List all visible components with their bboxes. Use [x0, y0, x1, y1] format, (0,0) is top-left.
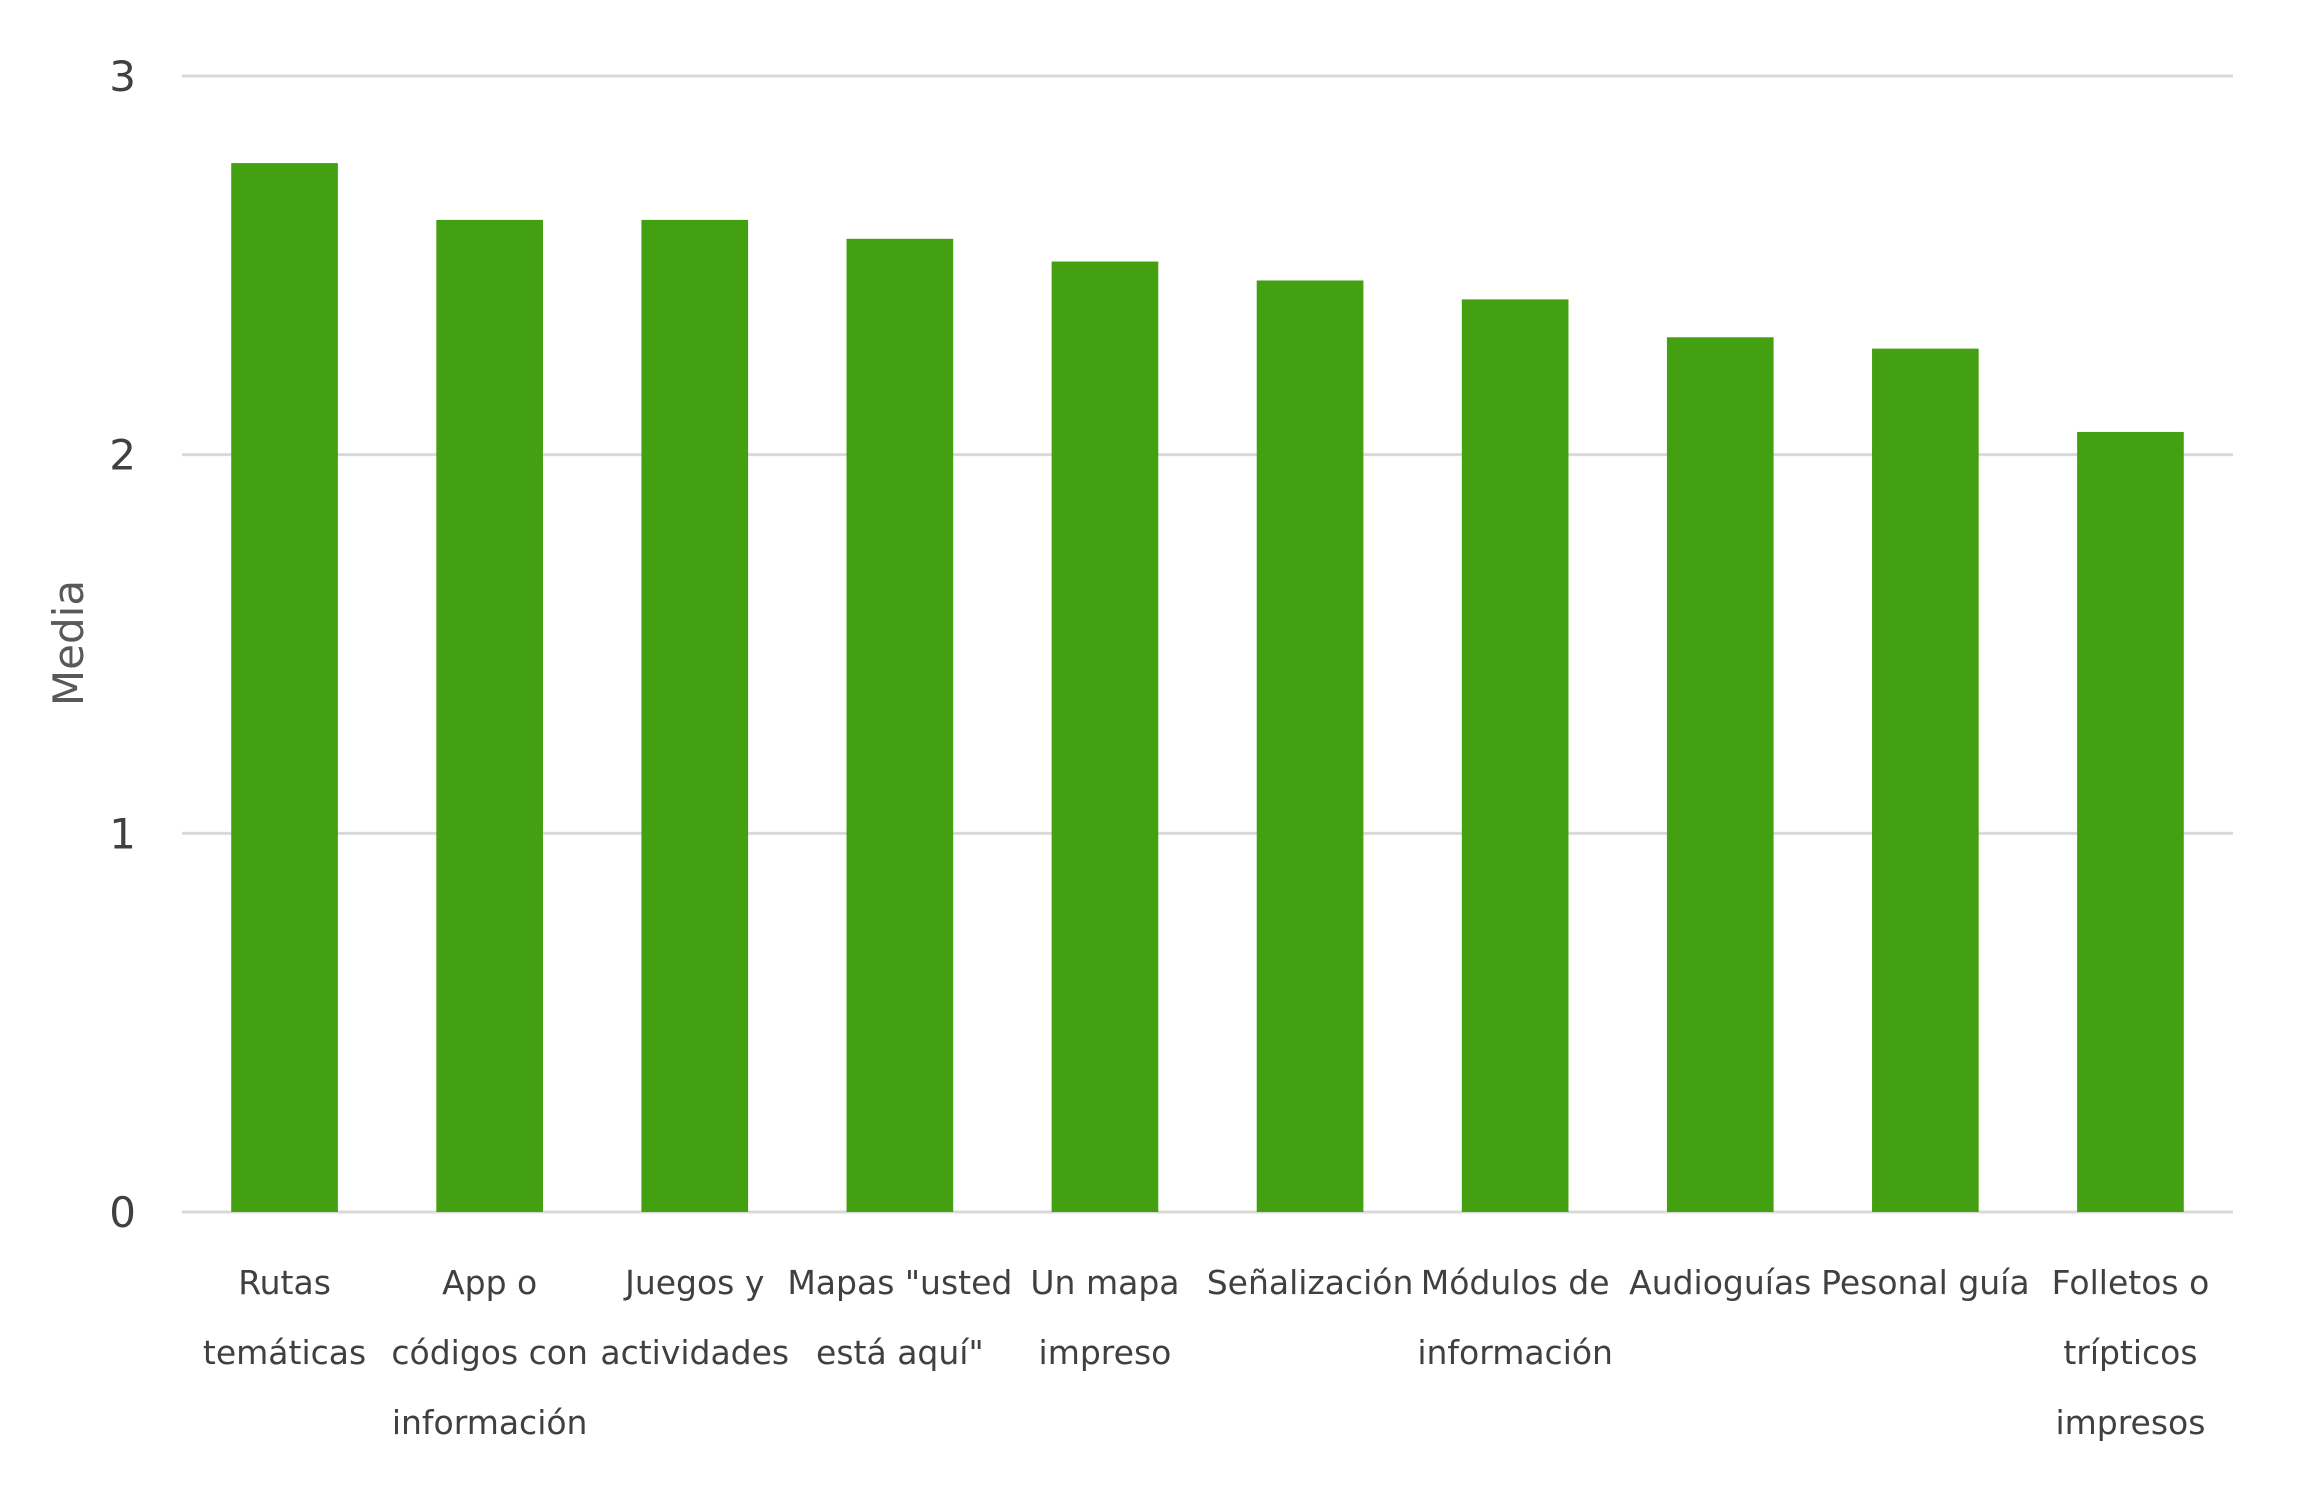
y-axis-title: Media — [44, 580, 93, 706]
bar — [846, 238, 954, 1212]
bar — [1872, 348, 1979, 1212]
category-label: Pesonal guía — [1821, 1263, 2029, 1302]
y-tick-label: 0 — [109, 1188, 136, 1237]
category-label: Juegos y actividades — [600, 1263, 789, 1372]
category-label: Un mapa impreso — [1030, 1263, 1179, 1372]
y-tick-label: 2 — [109, 431, 136, 480]
bar — [1256, 280, 1364, 1213]
bar — [1666, 337, 1774, 1212]
category-label: Rutas temáticas — [203, 1263, 366, 1372]
y-tick-label: 1 — [109, 809, 136, 858]
y-tick-label: 3 — [109, 52, 136, 101]
bar — [1051, 261, 1159, 1213]
y-tick-labels: 0 1 2 3 — [109, 52, 136, 1237]
bar — [231, 163, 338, 1212]
category-label: Señalización — [1207, 1263, 1414, 1302]
category-label: Mapas "usted está aquí" — [787, 1263, 1012, 1372]
category-label: Módulos de información — [1417, 1263, 1613, 1372]
category-label: App o códigos con información — [391, 1263, 588, 1442]
category-label: Folletos o trípticos impresos — [2052, 1263, 2210, 1442]
bar — [1461, 299, 1569, 1212]
category-label: Audioguías — [1629, 1263, 1811, 1302]
bar — [2077, 431, 2184, 1212]
bar — [436, 219, 543, 1213]
bars — [231, 163, 2184, 1213]
bar — [641, 219, 749, 1213]
